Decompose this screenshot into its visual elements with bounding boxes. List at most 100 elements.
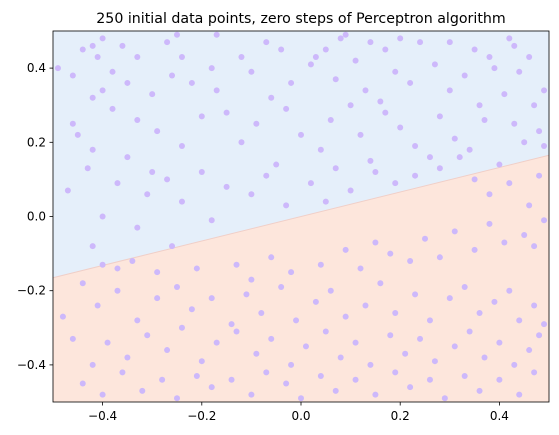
data-point — [298, 131, 304, 138]
data-point — [54, 65, 61, 72]
data-point — [228, 321, 235, 328]
plot-area — [52, 31, 550, 402]
data-point — [198, 358, 205, 365]
data-point — [362, 302, 369, 309]
data-point — [531, 369, 538, 376]
data-point — [89, 243, 96, 250]
data-point — [332, 76, 339, 83]
data-point — [357, 265, 364, 272]
data-point — [293, 317, 300, 324]
data-point — [129, 258, 136, 265]
data-point — [94, 302, 101, 309]
data-point — [89, 94, 96, 101]
data-point — [208, 65, 215, 72]
x-tick-label: −0.2 — [187, 409, 216, 423]
data-point — [491, 65, 498, 72]
data-point — [407, 258, 414, 265]
data-point — [496, 161, 503, 168]
data-point — [114, 180, 121, 187]
data-point — [481, 117, 488, 124]
data-point — [436, 113, 443, 120]
data-point — [501, 239, 508, 246]
data-point — [471, 246, 478, 253]
data-point — [426, 376, 433, 383]
data-point — [536, 172, 543, 179]
data-point — [516, 317, 523, 324]
data-point — [496, 376, 503, 383]
data-point — [263, 39, 270, 46]
data-point — [431, 358, 438, 365]
data-point — [69, 120, 76, 127]
data-point — [332, 387, 339, 394]
data-point — [417, 39, 424, 46]
data-point — [337, 35, 344, 42]
data-point — [367, 361, 374, 368]
x-tick-label: 0.4 — [490, 409, 509, 423]
y-tick-label: −0.4 — [17, 358, 46, 372]
data-point — [377, 280, 384, 287]
data-point — [278, 283, 285, 290]
data-point — [149, 168, 156, 175]
data-point — [372, 168, 379, 175]
data-point — [134, 53, 141, 60]
data-point — [159, 376, 166, 383]
data-point — [99, 261, 106, 268]
data-point — [337, 354, 344, 361]
data-point — [253, 350, 260, 357]
data-point — [516, 68, 523, 75]
data-point — [471, 176, 478, 183]
data-point — [377, 98, 384, 105]
data-point — [372, 239, 379, 246]
data-point — [342, 246, 349, 253]
data-point — [476, 309, 483, 316]
data-point — [486, 191, 493, 198]
region-above-boundary — [53, 31, 549, 278]
data-point — [268, 94, 275, 101]
data-point — [327, 287, 334, 294]
data-point — [461, 72, 468, 79]
data-point — [119, 369, 126, 376]
data-point — [446, 39, 453, 46]
data-point — [248, 276, 255, 283]
data-point — [352, 57, 359, 64]
data-point — [431, 61, 438, 68]
data-point — [169, 72, 176, 79]
data-point — [178, 324, 185, 331]
data-point — [347, 102, 354, 109]
data-point — [99, 35, 106, 42]
data-point — [69, 72, 76, 79]
data-point — [412, 143, 419, 150]
data-point — [188, 306, 195, 313]
data-point — [253, 120, 260, 127]
data-point — [317, 146, 324, 153]
data-point — [59, 313, 66, 320]
x-tick-label: −0.4 — [88, 409, 117, 423]
data-point — [317, 373, 324, 380]
data-point — [89, 42, 96, 49]
data-point — [198, 168, 205, 175]
data-point — [238, 139, 245, 146]
data-point — [412, 172, 419, 179]
data-point — [476, 387, 483, 394]
data-point — [481, 354, 488, 361]
data-point — [263, 369, 270, 376]
data-point — [178, 143, 185, 150]
data-point — [178, 53, 185, 60]
x-tick-label: 0.2 — [391, 409, 410, 423]
data-point — [238, 53, 245, 60]
data-point — [312, 53, 319, 60]
data-point — [64, 187, 71, 194]
data-point — [154, 295, 161, 302]
data-point — [451, 228, 458, 235]
data-point — [347, 187, 354, 194]
data-point — [307, 180, 314, 187]
data-point — [193, 265, 200, 272]
y-tick-label: −0.2 — [17, 284, 46, 298]
data-point — [392, 309, 399, 316]
data-point — [526, 202, 533, 209]
data-point — [109, 68, 116, 75]
data-point — [531, 102, 538, 109]
data-point — [144, 191, 151, 198]
data-point — [164, 39, 171, 46]
data-point — [79, 380, 86, 387]
